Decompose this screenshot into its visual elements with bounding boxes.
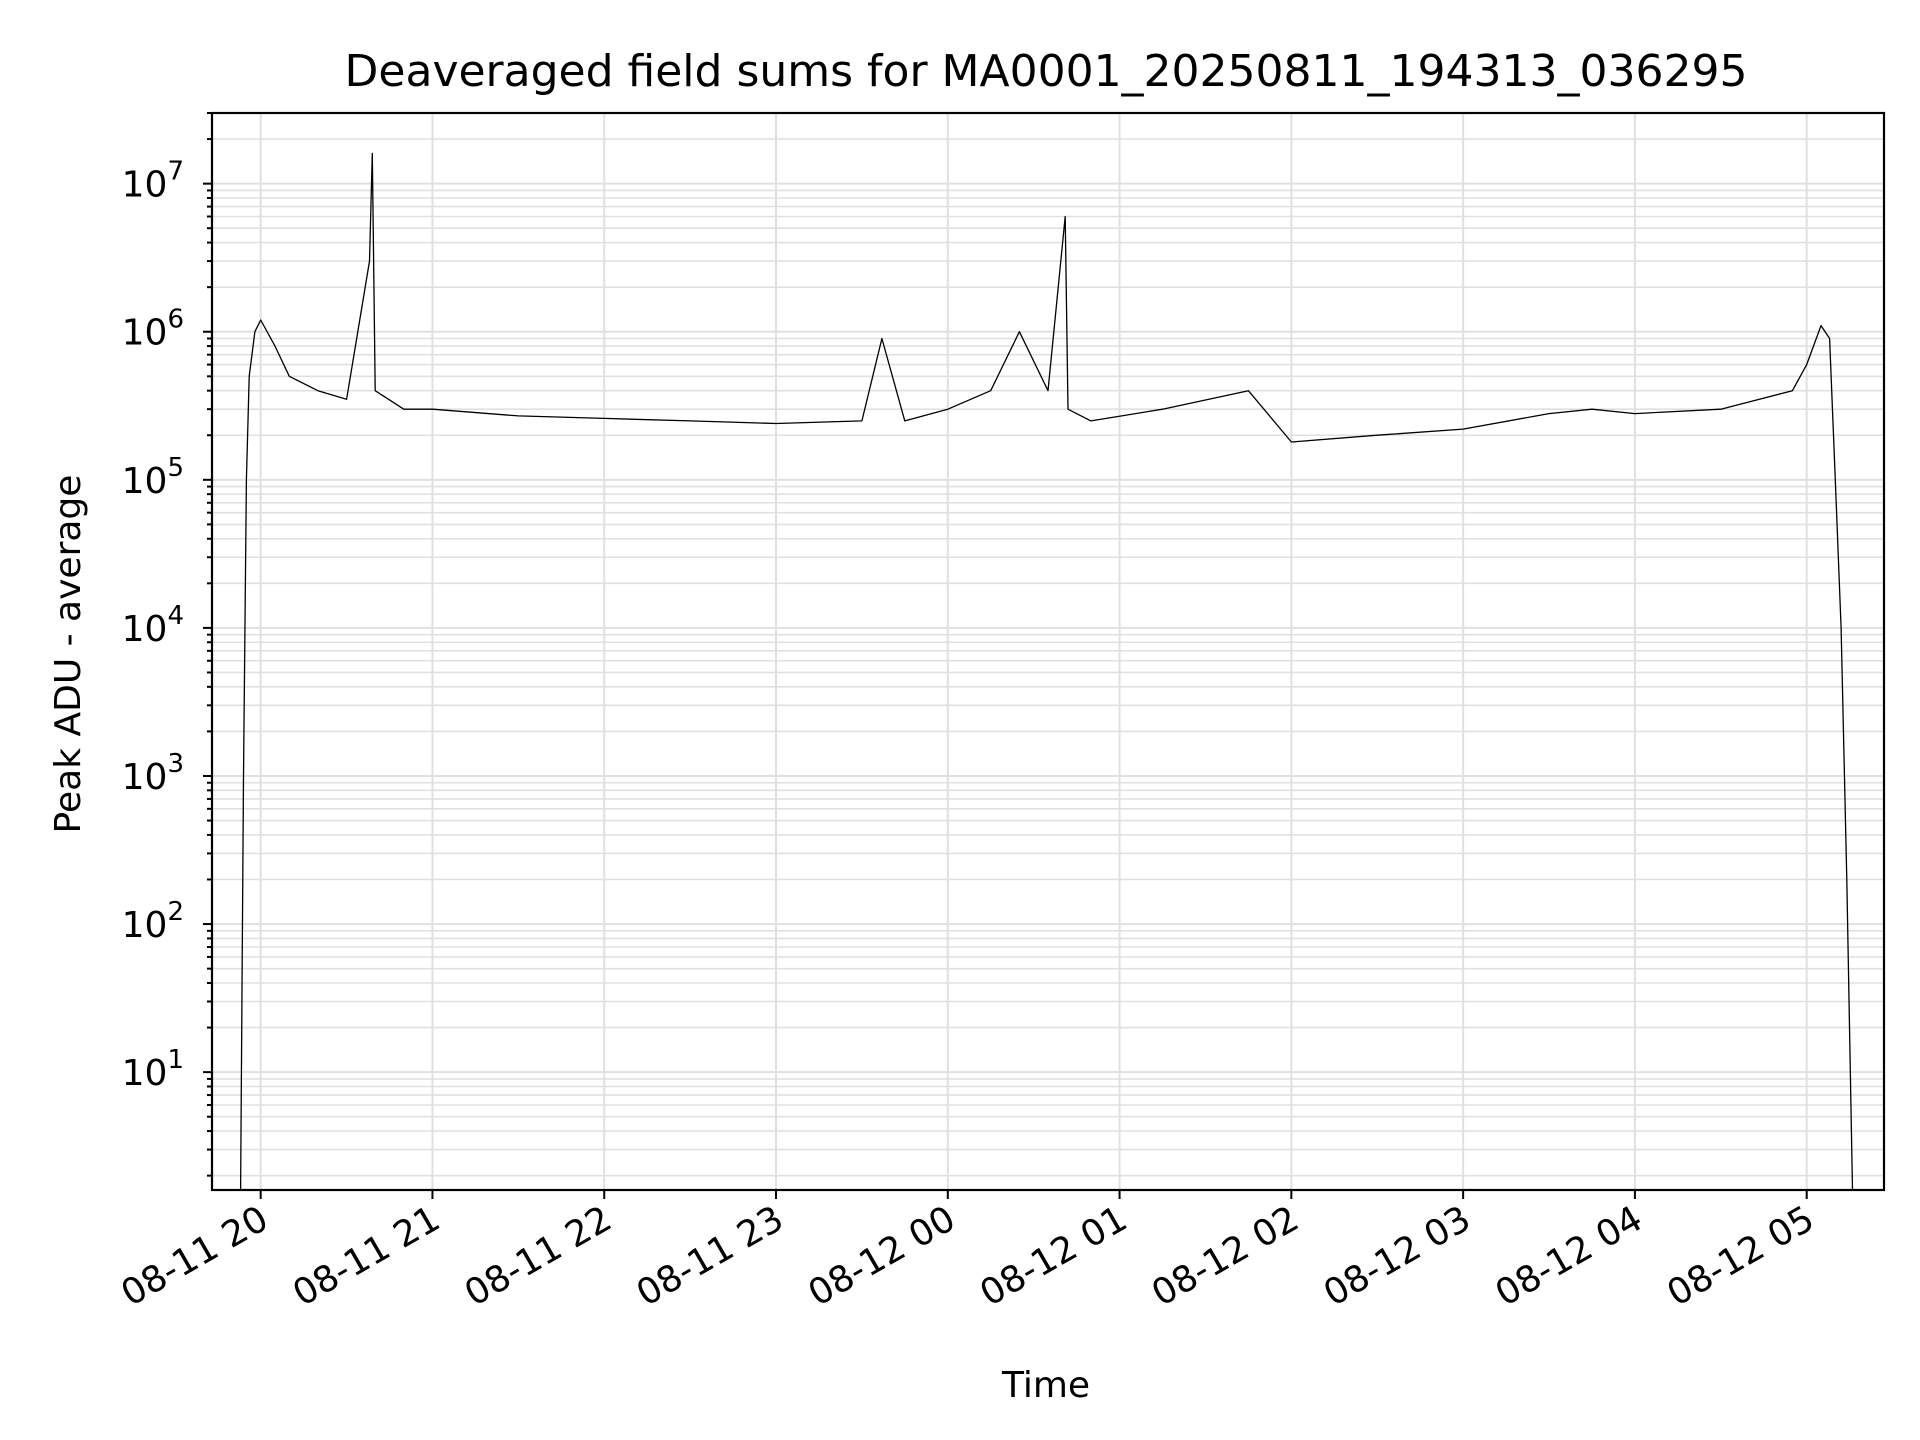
y-tick-exponent: 6	[167, 305, 184, 335]
x-tick-label: 08-12 03	[1317, 1198, 1478, 1314]
y-tick-base: 10	[122, 461, 168, 502]
y-tick-label: 102	[122, 897, 184, 946]
x-tick-label: 08-11 22	[458, 1198, 619, 1314]
x-tick-label: 08-12 01	[973, 1198, 1134, 1314]
y-tick-exponent: 7	[167, 157, 184, 187]
y-tick-exponent: 3	[167, 749, 184, 779]
x-tick-label: 08-11 20	[114, 1198, 275, 1314]
chart-title: Deaveraged field sums for MA0001_2025081…	[345, 46, 1748, 97]
y-tick-base: 10	[122, 905, 168, 946]
x-tick-label: 08-11 23	[630, 1198, 791, 1314]
x-tick-label: 08-12 02	[1145, 1198, 1306, 1314]
y-tick-base: 10	[122, 165, 168, 206]
y-tick-label: 103	[122, 749, 184, 798]
y-tick-label: 104	[122, 601, 184, 650]
y-tick-exponent: 2	[167, 897, 184, 927]
series-line	[239, 152, 1854, 1191]
y-axis-label: Peak ADU - average	[48, 475, 89, 834]
x-tick-label: 08-12 05	[1661, 1198, 1822, 1314]
y-tick-base: 10	[122, 1053, 168, 1094]
y-tick-label: 107	[122, 157, 184, 206]
y-tick-exponent: 4	[167, 601, 184, 631]
y-tick-label: 106	[122, 305, 184, 354]
y-tick-label: 105	[122, 453, 184, 502]
y-tick-exponent: 1	[167, 1045, 184, 1075]
x-tick-label: 08-12 04	[1489, 1198, 1650, 1314]
x-axis-label: Time	[1001, 1365, 1090, 1406]
x-tick-label: 08-12 00	[802, 1198, 963, 1314]
y-tick-base: 10	[122, 757, 168, 798]
grid	[212, 112, 1884, 1190]
y-tick-label: 101	[122, 1045, 184, 1094]
y-tick-base: 10	[122, 609, 168, 650]
y-tick-base: 10	[122, 313, 168, 354]
y-tick-exponent: 5	[167, 453, 184, 483]
x-tick-label: 08-11 21	[286, 1198, 447, 1314]
